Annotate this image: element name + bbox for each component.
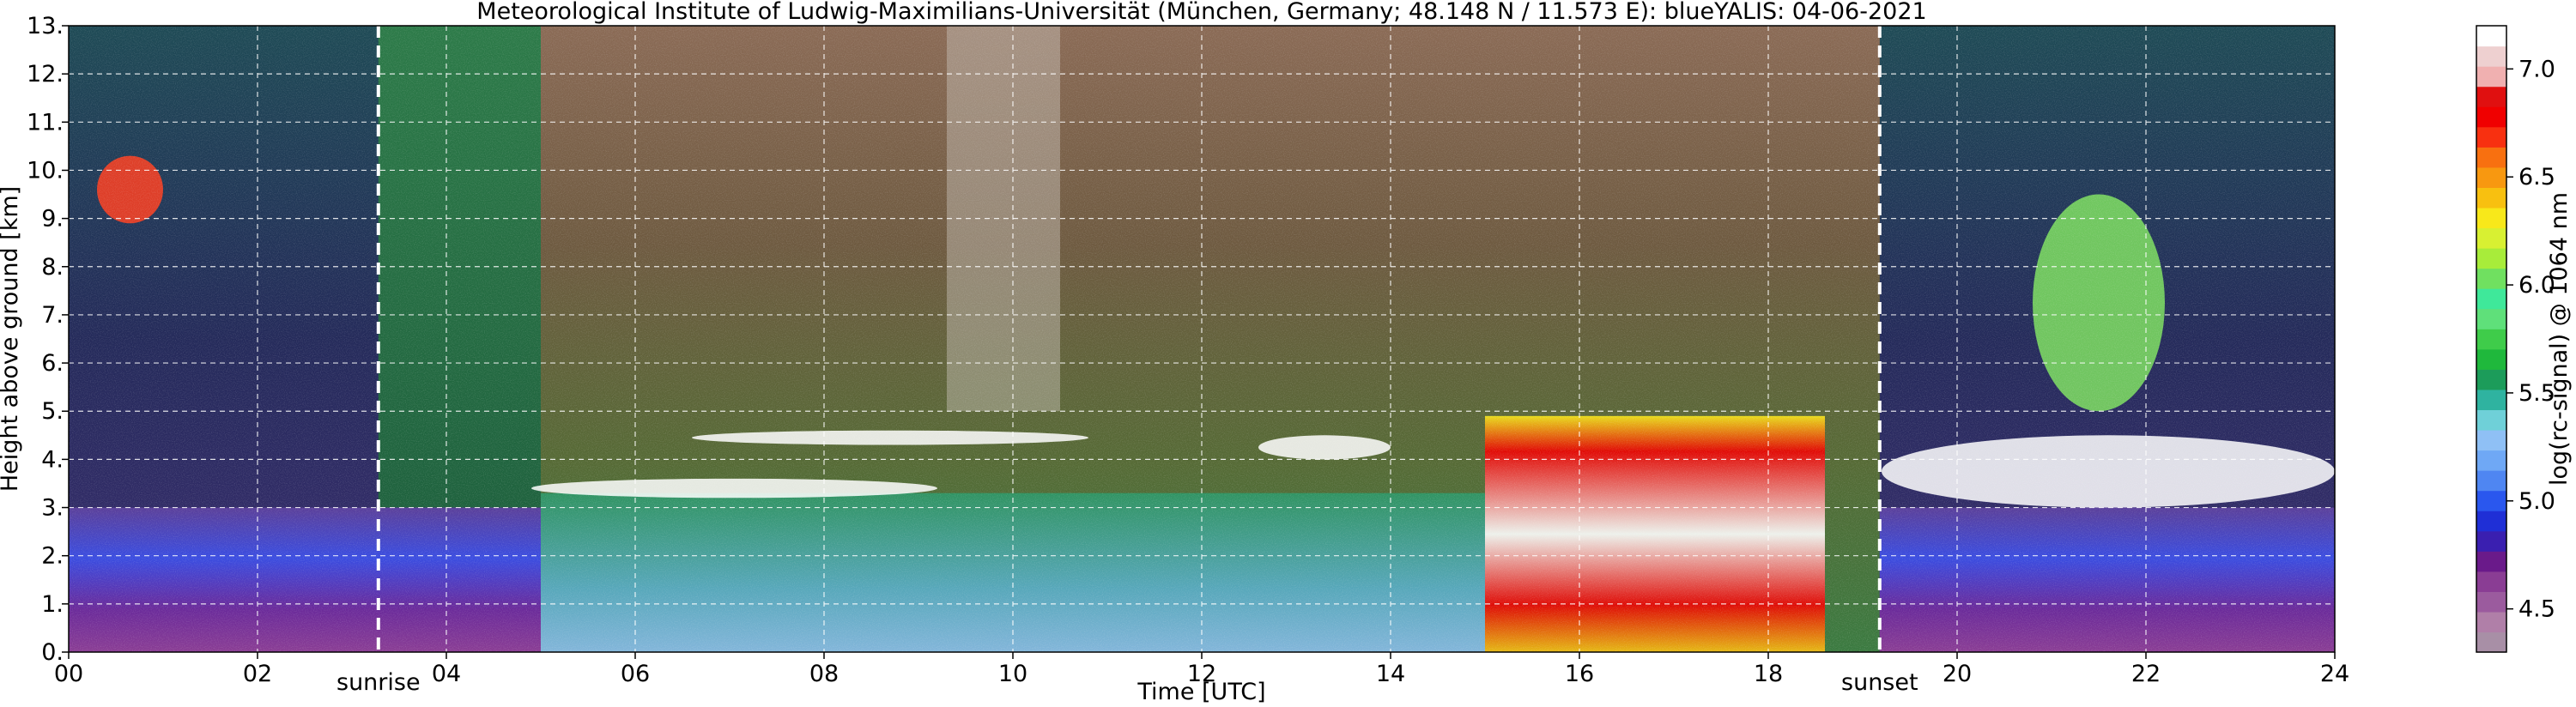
x-tick-label: 00 (54, 661, 83, 687)
colorbar-segment (2476, 530, 2506, 552)
y-tick-label: 0. (41, 639, 64, 666)
colorbar-tick-label: 5.0 (2518, 488, 2555, 515)
x-tick-label: 20 (1943, 661, 1972, 687)
sunset-label: sunset (1841, 669, 1918, 696)
colorbar-tick-label: 6.5 (2518, 164, 2555, 190)
x-tick-label: 14 (1376, 661, 1405, 687)
x-tick-label: 12 (1187, 661, 1216, 687)
y-tick-label: 2. (41, 543, 64, 570)
colorbar-segment (2476, 631, 2506, 653)
plot-area (69, 26, 2335, 652)
colorbar-segment (2476, 45, 2506, 67)
colorbar-segment (2476, 409, 2506, 431)
colorbar-segment (2476, 450, 2506, 471)
colorbar-segment (2476, 389, 2506, 411)
colorbar-segment (2476, 429, 2506, 451)
colorbar-segment (2476, 187, 2506, 208)
sun-lines (376, 26, 1882, 652)
x-axis: 00 02 04 06 08 10 12 14 16 18 20 22 24 (54, 652, 2349, 687)
colorbar-segment (2476, 511, 2506, 532)
colorbar-segment (2476, 166, 2506, 188)
colorbar-frame (2476, 25, 2507, 653)
y-tick-label: 11. (27, 109, 64, 136)
colorbar-segment (2476, 591, 2506, 613)
x-tick-label: 04 (432, 661, 461, 687)
colorbar-segment (2476, 147, 2506, 168)
colorbar-tick-label: 5.5 (2518, 380, 2555, 407)
sunrise-label: sunrise (336, 669, 421, 696)
y-tick-label: 9. (41, 206, 64, 233)
colorbar-segment (2476, 66, 2506, 88)
y-tick-label: 13. (27, 13, 64, 39)
x-tick-label: 08 (809, 661, 839, 687)
colorbar-segment (2476, 268, 2506, 289)
x-tick-label: 10 (998, 661, 1027, 687)
colorbar-segment (2476, 106, 2506, 128)
colorbar-segment (2476, 26, 2506, 47)
y-axis-label: Height above ground [km] (0, 186, 23, 492)
colorbar-segment (2476, 551, 2506, 572)
y-tick-label: 6. (41, 350, 64, 377)
colorbar-segment (2476, 86, 2506, 107)
colorbar: 4.5 5.0 5.5 6.0 6.5 7.0 log(rc-signal) @ 1064… (2476, 25, 2573, 653)
colorbar-segment (2476, 227, 2506, 249)
colorbar-segment (2476, 611, 2506, 633)
colorbar-segment (2476, 329, 2506, 350)
colorbar-segment (2476, 248, 2506, 269)
grid (69, 26, 2335, 652)
x-tick-label: 22 (2131, 661, 2161, 687)
x-axis-label: Time [UTC] (1136, 679, 1265, 705)
y-axis: 0. 1. 2. 3. 4. 5. 6. 7. 8. 9. 10. 11. 12. 13. (27, 13, 69, 666)
colorbar-tick-label: 6.0 (2518, 272, 2555, 299)
colorbar-segment (2476, 288, 2506, 310)
colorbar-tick-label: 7.0 (2518, 56, 2555, 82)
x-tick-label: 02 (243, 661, 272, 687)
colorbar-segment (2476, 490, 2506, 511)
colorbar-segment (2476, 207, 2506, 229)
sun-labels: sunrise sunset (336, 669, 1918, 696)
y-tick-label: 5. (41, 398, 64, 425)
colorbar-segment (2476, 348, 2506, 370)
x-tick-label: 06 (621, 661, 650, 687)
y-tick-label: 7. (41, 302, 64, 329)
x-tick-label: 24 (2320, 661, 2349, 687)
y-tick-label: 1. (41, 591, 64, 618)
chart-title: Meteorological Institute of Ludwig-Maxim… (476, 0, 1926, 25)
colorbar-segment (2476, 470, 2506, 492)
colorbar-segment (2476, 571, 2506, 592)
y-tick-label: 8. (41, 254, 64, 281)
colorbar-segment (2476, 308, 2506, 329)
colorbar-tick-label: 4.5 (2518, 596, 2555, 623)
colorbar-label: log(rc-signal) @ 1064 nm (2546, 192, 2573, 486)
colorbar-segment (2476, 369, 2506, 390)
x-tick-label: 16 (1565, 661, 1594, 687)
x-tick-label: 18 (1754, 661, 1783, 687)
y-tick-label: 12. (27, 61, 64, 88)
y-tick-label: 10. (27, 157, 64, 184)
y-tick-label: 3. (41, 495, 64, 522)
colorbar-segment (2476, 126, 2506, 148)
y-tick-label: 4. (41, 446, 64, 473)
